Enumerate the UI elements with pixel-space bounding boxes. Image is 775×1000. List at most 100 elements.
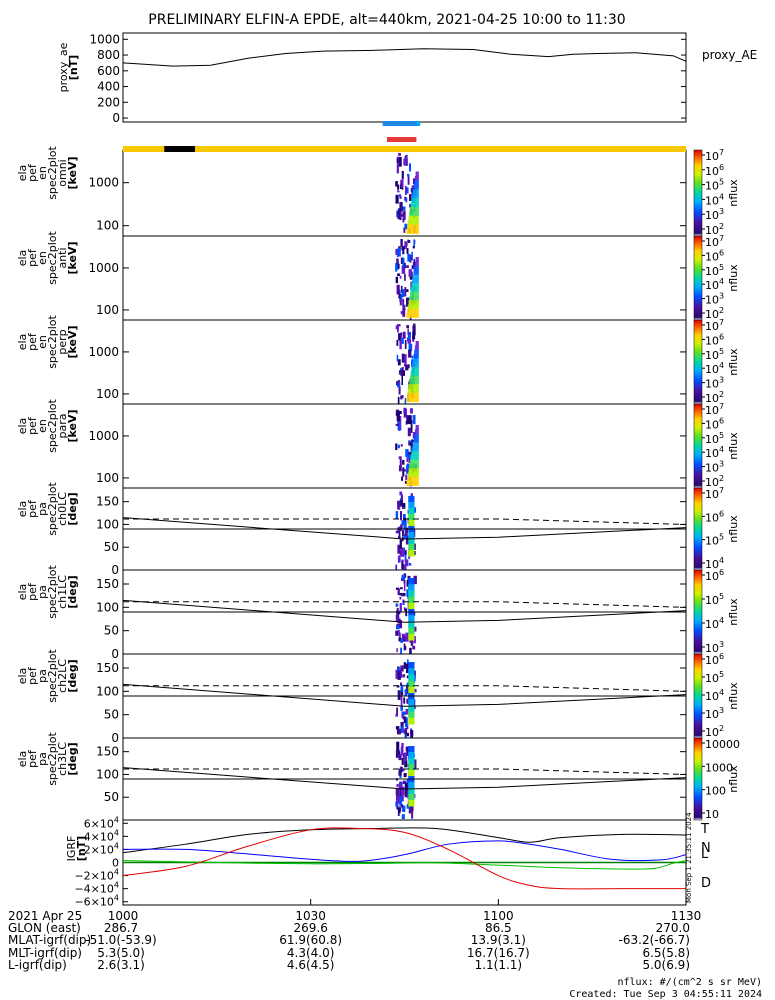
y-axis-label-line: ch2LC	[56, 659, 69, 693]
spectrogram-cell	[409, 408, 413, 414]
spectrogram-cell	[396, 354, 399, 362]
loss-cone-dashed	[123, 768, 687, 775]
y-axis-label-line: ch0LC	[56, 492, 69, 526]
spectrogram-cell	[397, 630, 400, 633]
spectrogram-band	[411, 450, 419, 456]
colorbar-tick-label: 104	[705, 361, 724, 376]
colorbar-tick-label: 102	[705, 306, 724, 321]
row-value: 269.6	[293, 921, 327, 935]
spectrogram-band	[408, 578, 415, 585]
spectrogram-band	[407, 388, 419, 394]
spectrogram-band	[412, 274, 419, 280]
spectrogram-cell	[403, 551, 407, 555]
spectrogram-cell	[401, 814, 405, 820]
loss-cone-dashed	[123, 601, 687, 608]
spectrogram-cell	[398, 421, 401, 432]
y-tick-label: 4×104	[84, 828, 119, 843]
spectrogram-cell	[405, 197, 408, 203]
spectrogram-cell	[400, 213, 404, 217]
spectrogram-cell	[408, 562, 412, 566]
spectrogram-cell	[412, 645, 416, 650]
spectrogram-cell	[401, 337, 404, 345]
spectrogram-band	[406, 397, 419, 402]
spectrogram-band	[408, 502, 415, 509]
colorbar-tick-label: 102	[705, 724, 724, 739]
y-axis-label-line: perp	[56, 329, 69, 354]
spectrogram-cell	[395, 423, 400, 426]
spectrogram-cell	[398, 194, 401, 197]
spectrogram-band	[408, 770, 415, 777]
spectrogram-cell	[413, 636, 416, 644]
y-axis-label-line: ela	[16, 501, 29, 518]
spectrogram-cell	[399, 370, 402, 373]
spectrogram-cell	[397, 190, 400, 193]
spectrogram-cell	[398, 754, 402, 761]
side-stamp: Mon Sep 1 21:35:11 2024	[685, 812, 693, 903]
spectrogram-cell	[400, 239, 403, 247]
spectrogram-cell	[397, 248, 401, 257]
spectrogram-cell	[408, 240, 411, 243]
spectrogram-cell	[399, 340, 402, 350]
spectrogram-cell	[404, 760, 408, 768]
spectrogram-cell	[399, 787, 402, 798]
spectrogram-band	[414, 180, 419, 186]
y-tick-label: 50	[104, 624, 119, 638]
spectrogram-cell	[399, 293, 403, 300]
y-axis-label-line: pef	[26, 163, 39, 182]
spectrogram-cell	[404, 728, 408, 734]
spectrogram-cell	[405, 535, 410, 545]
spectrogram-band	[414, 265, 419, 271]
spectrogram-cell	[399, 511, 403, 521]
y-axis-label-line: para	[56, 414, 69, 439]
y-axis-label-line: spec2plot	[46, 732, 59, 786]
row-value: 6.5(5.8)	[642, 946, 690, 960]
spectrogram-cell	[408, 349, 412, 358]
figure-title: PRELIMINARY ELFIN-A EPDE, alt=440km, 202…	[148, 12, 625, 28]
spectrogram-cell	[401, 520, 405, 525]
y-tick-label: 600	[97, 64, 120, 78]
panels: 10008006004002000proxy_AEproxy_ae[nT]100…	[16, 32, 757, 908]
colorbar	[693, 487, 703, 571]
spectrogram-cell	[402, 768, 405, 772]
colorbar-tick-label: 103	[705, 292, 724, 307]
colorbar-tick-label: 107	[705, 486, 724, 501]
row-label: GLON (east)	[8, 921, 81, 935]
spectrogram-cell	[401, 742, 404, 748]
colorbar-tick-label: 102	[705, 474, 724, 489]
spectrogram-cell	[402, 754, 405, 758]
loss-cone-solid	[122, 683, 687, 707]
loss-cone-dashed	[123, 518, 687, 525]
y-axis-label-line: ela	[16, 165, 29, 182]
row-label: L-igrf(dip)	[8, 958, 67, 972]
y-tick-label: 1000	[88, 429, 119, 443]
spectrogram-cell	[401, 786, 405, 796]
y-axis-label-line: spec2plot	[46, 482, 59, 536]
spectrogram-cell	[396, 648, 398, 653]
spectrogram-cell	[396, 411, 400, 422]
colorbar-tick-label: 104	[705, 616, 724, 631]
spectrogram-cell	[409, 647, 412, 657]
spectrogram-band	[408, 764, 415, 771]
spectrogram-band	[413, 184, 419, 190]
colorbar-label: nflux	[727, 348, 740, 376]
spectrogram-band	[410, 202, 419, 208]
row-value: -51.0(-53.9)	[85, 933, 156, 947]
spectrogram-cell	[398, 531, 401, 539]
colorbar-tick-label: 103	[705, 207, 724, 222]
black-bar	[164, 146, 195, 152]
panel-ch3LC: 150 100 50 10000 1000 100 10 nflux elapefpaspec2…	[16, 732, 740, 821]
y-tick-label: 100	[96, 600, 119, 614]
spectrogram-cell	[403, 158, 407, 166]
colorbar-label: nflux	[727, 432, 740, 460]
y-tick-label: −2×104	[74, 868, 119, 883]
spectrogram-cell	[407, 174, 410, 185]
spectrogram-cell	[410, 420, 413, 430]
spectrogram-cell	[397, 751, 401, 755]
spectrogram-cell	[413, 688, 417, 693]
spectrogram-cell	[404, 398, 407, 404]
spectrogram-cell	[396, 707, 398, 717]
spectrogram-cell	[397, 184, 400, 190]
spectrogram-cell	[395, 713, 398, 717]
spectrogram-cell	[397, 506, 401, 510]
spectrogram-band	[408, 584, 415, 591]
